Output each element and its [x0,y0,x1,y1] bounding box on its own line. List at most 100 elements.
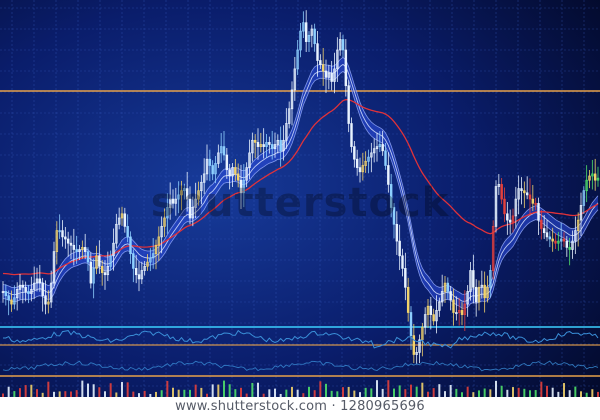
candle-body [225,154,229,171]
candle-body [316,43,319,61]
candle [41,277,44,312]
candle [81,240,84,259]
volume-bar [172,387,174,397]
chart-grid [0,0,600,397]
candle [338,32,342,56]
candle-body [361,165,365,173]
candle [367,149,370,174]
candle-body [287,108,291,124]
candle-body [44,295,47,305]
candle [171,189,175,209]
candle-body [588,175,591,181]
candle [423,307,427,335]
candle-body [523,190,526,194]
volume-bar [104,391,106,397]
candle [7,290,10,316]
candle-body [21,284,25,288]
candle [58,214,61,239]
candle-body [474,286,478,303]
candle-body [149,257,152,263]
volume-bar [24,385,27,397]
volume-bar [2,393,4,397]
candle-body [217,152,220,164]
candle [508,209,512,235]
candle [185,171,189,212]
candle-body [472,270,475,288]
candle-body [562,238,566,242]
candle-body [378,144,382,147]
candle-body [565,240,569,248]
candle-body [126,226,129,238]
candle [409,306,413,350]
candlesticks [1,10,600,365]
candle [457,297,461,326]
candle [10,290,13,312]
candle [440,274,444,307]
candle-body [517,188,520,200]
candle [330,60,333,91]
candle [483,271,486,313]
volume-bar [506,389,509,397]
volume-bar [200,387,203,397]
candle [100,260,104,286]
candle [61,220,64,247]
volume-bar [540,381,543,397]
candle [191,196,195,227]
candle-body [276,139,280,145]
candle [55,221,59,265]
candle-body [304,22,308,42]
candle-body [69,242,73,246]
volume-bar [143,390,146,397]
candle-body [460,310,464,315]
candle [511,208,515,233]
candle-body [347,85,350,124]
candle-body [508,219,512,223]
candle-body [375,146,379,150]
candle-body [222,146,226,156]
candle [208,149,212,181]
candle [4,284,8,306]
candle [364,151,367,173]
candle-body [511,215,515,223]
candle-body [123,213,127,227]
volume-bar [217,384,220,397]
candle [225,147,229,179]
volume-bar [546,385,548,397]
candle-body [140,270,144,280]
candle-body [321,64,325,72]
candle-body [15,289,19,299]
candle [205,144,209,181]
candle-body [364,160,367,166]
volume-bar [336,391,339,397]
candle [562,232,566,248]
candle-body [282,139,285,152]
candle-body [265,142,268,147]
candle [528,178,532,216]
candle-body [95,255,98,269]
volume-bar [47,381,50,397]
volume-bar [523,388,526,397]
candle-body [253,139,257,143]
candle [474,279,478,317]
volume-bar [70,391,72,397]
candle [157,226,161,261]
candle-body [494,186,498,227]
candle-body [582,190,586,206]
candle-body [143,265,146,271]
candle-body [242,179,246,194]
candle-body [469,270,472,292]
candle [449,286,452,311]
volume-bar [126,382,129,397]
candle-body [13,297,16,305]
candle [106,251,110,282]
candle [520,177,523,205]
candle [384,143,387,170]
candle [344,39,348,97]
candle-body [194,198,197,208]
candle [123,207,127,233]
candle [86,247,90,271]
candle-body [262,144,265,147]
candle [358,157,362,183]
candle-body [58,230,61,233]
candle-body [528,194,532,200]
